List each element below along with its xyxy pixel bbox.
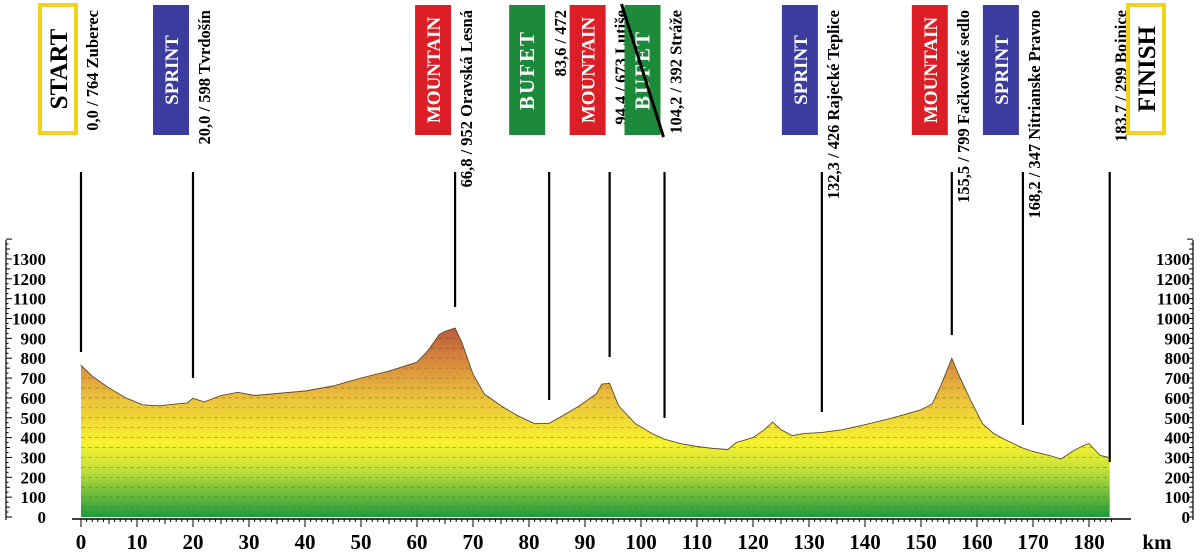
x-tick-label: 70 xyxy=(463,530,484,554)
x-tick-label: 50 xyxy=(351,530,372,554)
box-label: START xyxy=(46,28,73,109)
box-frame xyxy=(781,5,818,135)
elevation-line xyxy=(80,327,1110,460)
y-tick-label-right: 100 xyxy=(1165,488,1191,507)
box-frame xyxy=(509,5,546,135)
box-frame xyxy=(569,5,606,135)
x-tick-label: 80 xyxy=(519,530,540,554)
x-tick-label: 160 xyxy=(961,530,993,554)
box-label: MOUNTAIN xyxy=(424,17,445,124)
x-tick-label: 0 xyxy=(76,530,87,554)
route-point-label: 20,0 / 598 Tvrdošín xyxy=(195,10,214,144)
box-label: MOUNTAIN xyxy=(579,17,600,124)
y-tick-label-right: 0 xyxy=(1182,508,1191,527)
y-tick-label-right: 600 xyxy=(1165,389,1191,408)
box-frame xyxy=(38,3,78,135)
y-tick-label-right: 500 xyxy=(1165,409,1191,428)
box-label: FINISH xyxy=(1134,25,1161,112)
x-tick-label: 100 xyxy=(625,530,657,554)
y-tick-label-right: 1100 xyxy=(1157,290,1190,309)
box-frame xyxy=(153,5,189,135)
x-tick-label: 180 xyxy=(1073,530,1105,554)
x-axis-label: km xyxy=(1142,530,1172,554)
x-tick-label: 170 xyxy=(1017,530,1049,554)
route-point-box-start: START xyxy=(38,3,78,135)
x-tick-label: 60 xyxy=(407,530,428,554)
x-tick-label: 140 xyxy=(849,530,881,554)
route-point-label: 66,8 / 952 Oravská Lesná xyxy=(457,10,476,187)
y-tick-label-right: 1300 xyxy=(1156,250,1190,269)
route-point-box-finish: FINISH xyxy=(1126,3,1166,135)
y-tick-label-left: 400 xyxy=(21,429,47,448)
y-tick-label-left: 1300 xyxy=(12,250,46,269)
elevation-area-layer xyxy=(80,327,1110,517)
route-point-box-mountain: MOUNTAIN xyxy=(415,5,452,135)
y-tick-label-right: 300 xyxy=(1165,448,1191,467)
route-point-box-bufet: BUFET xyxy=(509,5,546,135)
y-tick-label-right: 1200 xyxy=(1156,270,1190,289)
x-tick-label: 150 xyxy=(905,530,937,554)
x-tick-label: 110 xyxy=(682,530,712,554)
y-tick-label-left: 800 xyxy=(21,349,47,368)
x-tick-label: 10 xyxy=(127,530,148,554)
box-label: MOUNTAIN xyxy=(921,17,942,124)
box-label: SPRINT xyxy=(992,35,1013,105)
y-tick-label-left: 1100 xyxy=(13,290,46,309)
x-tick-label: 130 xyxy=(793,530,825,554)
y-tick-label-left: 200 xyxy=(21,468,47,487)
x-tick-label: 120 xyxy=(737,530,769,554)
y-tick-label-left: 500 xyxy=(21,409,47,428)
y-tick-label-right: 900 xyxy=(1165,329,1191,348)
y-tick-label-left: 600 xyxy=(21,389,47,408)
route-point-box-mountain: MOUNTAIN xyxy=(911,5,948,135)
route-point-label: 83,6 / 472 xyxy=(551,10,570,76)
route-point-box-sprint: SPRINT xyxy=(982,5,1019,135)
x-tick-label: 20 xyxy=(183,530,204,554)
y-tick-label-left: 1000 xyxy=(12,310,46,329)
y-tick-label-right: 400 xyxy=(1165,429,1191,448)
box-frame xyxy=(911,5,948,135)
x-tick-label: 40 xyxy=(295,530,316,554)
box-strike-line xyxy=(620,3,665,138)
box-frame xyxy=(982,5,1019,135)
box-label: SPRINT xyxy=(791,35,812,105)
y-tick-label-right: 800 xyxy=(1165,349,1191,368)
y-tick-label-left: 0 xyxy=(38,508,47,527)
route-point-label: 0,0 / 764 Zuberec xyxy=(83,10,102,131)
y-tick-label-left: 700 xyxy=(21,369,47,388)
y-tick-label-left: 300 xyxy=(21,448,47,467)
x-tick-label: 30 xyxy=(239,530,260,554)
route-point-label: 168,2 / 347 Nitrianske Pravno xyxy=(1025,10,1044,219)
box-frame xyxy=(1126,3,1166,135)
y-tick-label-right: 200 xyxy=(1165,468,1191,487)
elevation-area xyxy=(81,328,1110,517)
route-points-layer: 0,0 / 764 Zuberec START 20,0 / 598 Tvrdoší… xyxy=(38,3,1166,462)
box-label: SPRINT xyxy=(162,35,183,105)
route-point-label: 132,3 / 426 Rajecké Teplice xyxy=(824,10,843,199)
y-tick-label-left: 900 xyxy=(21,329,47,348)
route-point-box-sprint: SPRINT xyxy=(781,5,818,135)
route-point-label: 183,7 / 299 Bojnice xyxy=(1112,10,1131,142)
box-label: BUFET xyxy=(515,30,539,110)
y-tick-label-left: 1200 xyxy=(12,270,46,289)
x-tick-label: 90 xyxy=(575,530,596,554)
box-frame xyxy=(415,5,452,135)
y-tick-label-right: 1000 xyxy=(1156,310,1190,329)
route-point-label: 155,5 / 799 Fačkovské sedlo xyxy=(954,10,973,203)
y-tick-label-left: 100 xyxy=(21,488,47,507)
route-point-box-sprint: SPRINT xyxy=(153,5,189,135)
route-point-label: 104,2 / 392 Stráže xyxy=(667,10,686,134)
route-point-box-mountain: MOUNTAIN xyxy=(569,5,606,135)
route-point-box-bufet-crossed: BUFET xyxy=(620,3,665,138)
y-tick-label-right: 700 xyxy=(1165,369,1191,388)
